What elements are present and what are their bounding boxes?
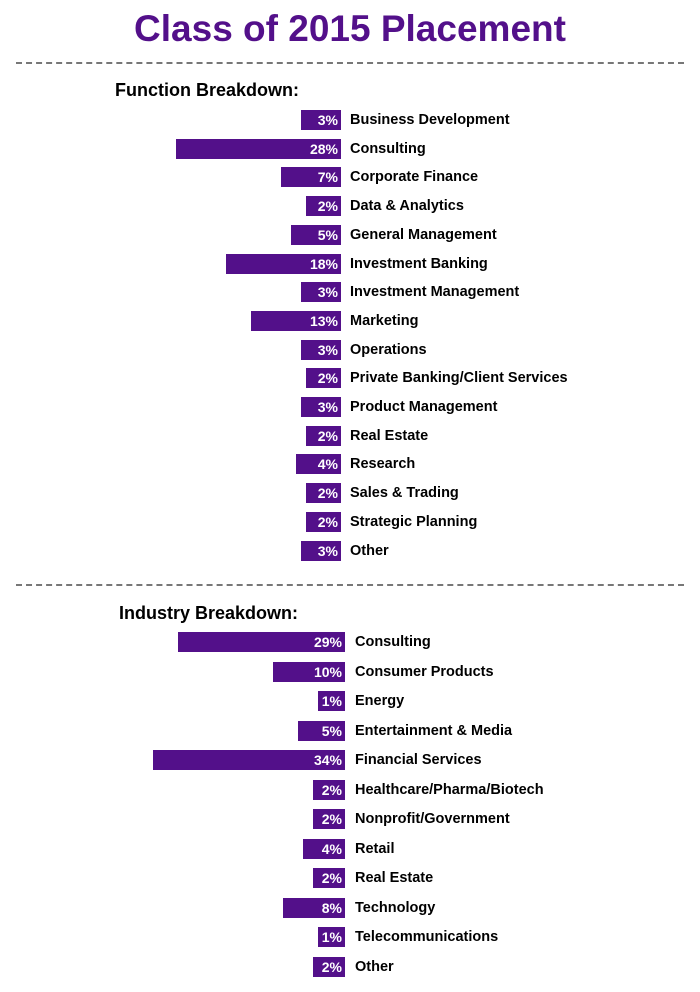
bar-row: 5% General Management — [0, 224, 700, 245]
category-label: Retail — [355, 840, 395, 857]
category-label: Consulting — [350, 140, 426, 157]
bar: 2% — [306, 196, 341, 217]
category-label: Real Estate — [350, 427, 429, 444]
bar: 2% — [313, 868, 345, 888]
bar-row: 2% Healthcare/Pharma/Biotech — [0, 779, 700, 800]
category-label: Entertainment & Media — [355, 722, 513, 739]
bar-row: 3% Investment Management — [0, 282, 700, 303]
bar: 4% — [303, 838, 345, 859]
category-label: Financial Services — [355, 752, 482, 768]
bar: 28% — [176, 138, 341, 159]
bar: 18% — [226, 253, 341, 274]
bar: 2% — [306, 425, 341, 446]
bar-row: 2% Private Banking/Client Services — [0, 368, 700, 389]
category-label: Energy — [355, 693, 405, 709]
bar: 2% — [313, 779, 345, 800]
bar-row: 2% Real Estate — [0, 425, 700, 446]
bar: 7% — [281, 167, 341, 188]
bar: 10% — [273, 661, 345, 682]
category-label: Consumer Products — [355, 663, 494, 680]
category-label: Operations — [350, 341, 427, 358]
bar-row: 2% Other — [0, 956, 700, 977]
bar: 8% — [283, 897, 345, 918]
bar-row: 2% Sales & Trading — [0, 483, 700, 504]
bar-row: 3% Operations — [0, 339, 700, 360]
divider — [16, 62, 684, 64]
category-label: Consulting — [355, 634, 431, 650]
divider — [16, 584, 684, 586]
bar-row: 13% Marketing — [0, 310, 700, 331]
bar: 2% — [306, 511, 341, 532]
bar-row: 1% Energy — [0, 691, 700, 711]
bar-row: 1% Telecommunications — [0, 927, 700, 947]
bar-row: 2% Real Estate — [0, 868, 700, 888]
bar-row: 18% Investment Banking — [0, 253, 700, 274]
category-label: Data & Analytics — [350, 198, 464, 215]
bar: 3% — [301, 397, 341, 417]
bar-row: 34% Financial Services — [0, 750, 700, 770]
bar: 1% — [318, 691, 345, 711]
category-label: Telecommunications — [355, 929, 499, 945]
bar: 2% — [313, 809, 345, 829]
bar-row: 4% Research — [0, 454, 700, 475]
bar: 2% — [313, 956, 345, 977]
bar: 29% — [178, 632, 345, 652]
bar-row: 5% Entertainment & Media — [0, 720, 700, 741]
bar: 3% — [301, 339, 341, 360]
bar: 1% — [318, 927, 345, 947]
bar-row: 3% Business Development — [0, 110, 700, 130]
industry-breakdown-title: Industry Breakdown: — [119, 603, 299, 623]
category-label: Research — [350, 456, 416, 473]
category-label: Strategic Planning — [350, 513, 478, 530]
category-label: Product Management — [350, 399, 498, 415]
function-breakdown-title: Function Breakdown: — [115, 80, 299, 100]
category-label: Investment Banking — [350, 255, 488, 272]
bar: 2% — [306, 368, 341, 389]
bar: 3% — [301, 110, 341, 130]
bar-row: 2% Data & Analytics — [0, 196, 700, 217]
bar: 3% — [301, 282, 341, 303]
category-label: Other — [355, 958, 394, 975]
bar-row: 8% Technology — [0, 897, 700, 918]
bar-row: 28% Consulting — [0, 138, 700, 159]
bar: 3% — [301, 540, 341, 561]
bar: 34% — [153, 750, 345, 770]
bar-row: 29% Consulting — [0, 632, 700, 652]
bar: 4% — [296, 454, 341, 475]
bar-row: 3% Other — [0, 540, 700, 561]
category-label: Private Banking/Client Services — [350, 370, 568, 387]
bar-row: 10% Consumer Products — [0, 661, 700, 682]
category-label: Business Development — [350, 112, 510, 128]
category-label: Technology — [355, 899, 436, 916]
category-label: Other — [350, 542, 389, 559]
category-label: Healthcare/Pharma/Biotech — [355, 781, 544, 798]
category-label: Sales & Trading — [350, 485, 459, 502]
category-label: Marketing — [350, 312, 419, 329]
category-label: Corporate Finance — [350, 169, 479, 186]
bar: 13% — [251, 310, 341, 331]
bar-row: 3% Product Management — [0, 397, 700, 417]
bar: 5% — [291, 224, 341, 245]
bar-row: 2% Strategic Planning — [0, 511, 700, 532]
bar-row: 4% Retail — [0, 838, 700, 859]
page-title: Class of 2015 Placement — [134, 8, 566, 49]
bar: 5% — [298, 720, 345, 741]
category-label: Investment Management — [350, 284, 520, 301]
bar-row: 7% Corporate Finance — [0, 167, 700, 188]
category-label: General Management — [350, 226, 497, 243]
category-label: Real Estate — [355, 870, 434, 886]
category-label: Nonprofit/Government — [355, 811, 510, 827]
bar: 2% — [306, 483, 341, 504]
bar-row: 2% Nonprofit/Government — [0, 809, 700, 829]
